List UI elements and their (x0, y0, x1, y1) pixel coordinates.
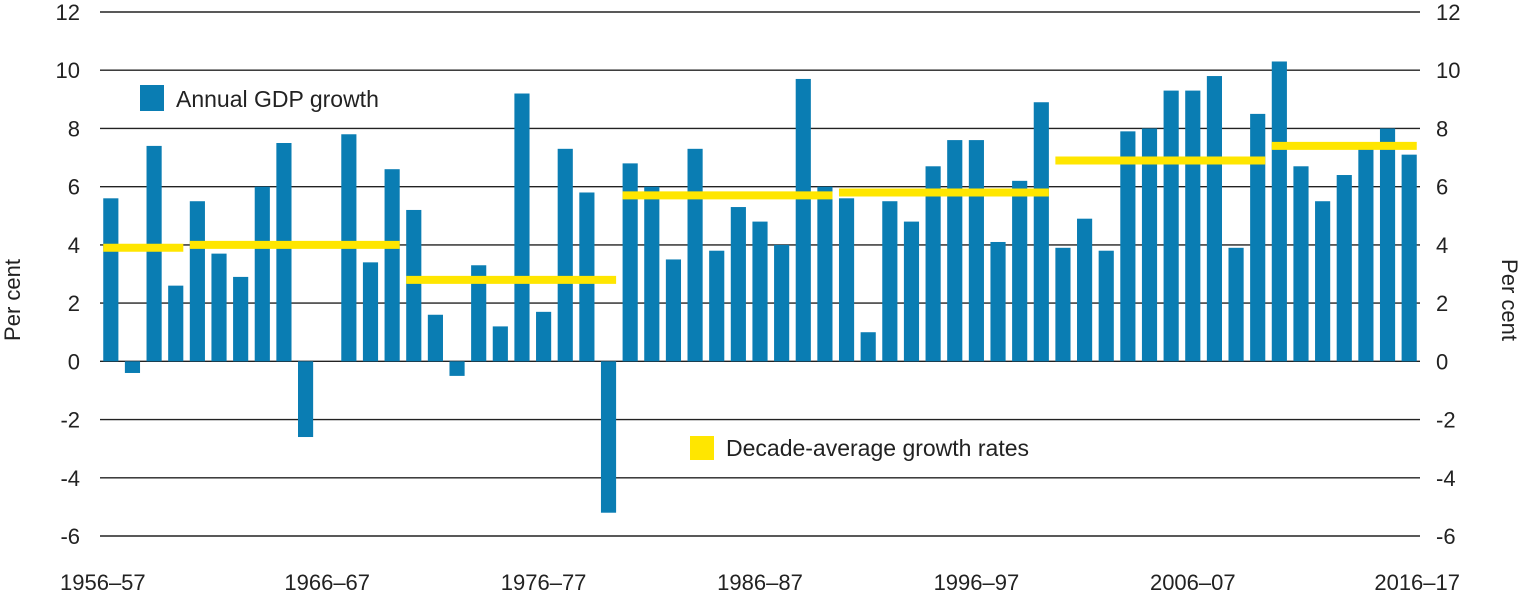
y-tick-label-left: 6 (68, 175, 80, 200)
bar-1995 (947, 140, 963, 362)
x-tick-label: 1986–87 (717, 570, 803, 595)
y-tick-label-left: -2 (60, 408, 80, 433)
legend-label-bars: Annual GDP growth (176, 86, 379, 112)
y-axis-right: -6 -4 -2 0 2 4 6 8 10 12 (1436, 0, 1460, 549)
bar-1994 (925, 166, 941, 362)
bar-2008 (1228, 247, 1244, 362)
bar-1988 (795, 78, 811, 362)
bar-1964 (276, 143, 292, 362)
x-tick-label: 1956–57 (60, 570, 146, 595)
bar-1998 (1012, 180, 1028, 362)
bar-1996 (968, 140, 984, 362)
y-axis-title-right: Per cent (1497, 259, 1522, 341)
bar-2012 (1315, 201, 1331, 362)
y-tick-label-right: -6 (1436, 524, 1456, 549)
bar-1972 (449, 361, 465, 376)
bar-2000 (1055, 247, 1071, 362)
x-tick-label: 2016–17 (1374, 570, 1460, 595)
y-tick-label-right: 4 (1436, 233, 1448, 258)
x-axis: 1956–57 1966–67 1976–77 1986–87 1996–97 2006–… (60, 570, 1460, 595)
y-tick-label-right: 8 (1436, 116, 1448, 141)
bar-1985 (730, 207, 746, 362)
y-tick-label-right: -4 (1436, 466, 1456, 491)
y-tick-label-left: 4 (68, 233, 80, 258)
bar-1984 (709, 250, 725, 362)
bar-1991 (860, 332, 876, 362)
bar-1974 (492, 326, 508, 362)
y-tick-label-right: 12 (1436, 0, 1460, 25)
x-tick-label: 2006–07 (1150, 570, 1236, 595)
bar-1968 (362, 262, 379, 362)
bar-2016 (1401, 154, 1417, 362)
bar-2001 (1077, 218, 1093, 362)
y-tick-label-left: -4 (60, 466, 80, 491)
bar-2010 (1271, 61, 1287, 362)
bar-1999 (1033, 102, 1049, 362)
bar-2006 (1185, 90, 1201, 362)
bar-1956 (103, 198, 119, 362)
x-tick-label: 1996–97 (934, 570, 1020, 595)
legend-decade-average: Decade-average growth rates (690, 435, 1029, 461)
legend-swatch-averages (690, 436, 714, 460)
bar-1977 (557, 148, 573, 362)
bar-2002 (1098, 250, 1114, 362)
y-tick-label-right: 2 (1436, 291, 1448, 316)
decade-average-lines (103, 141, 1417, 284)
bar-1992 (882, 201, 898, 362)
bar-1962 (233, 276, 249, 362)
bar-2015 (1379, 128, 1396, 362)
bar-1980 (622, 163, 638, 362)
bar-1958 (146, 145, 162, 362)
bar-2004 (1141, 128, 1158, 362)
y-tick-label-left: 10 (56, 58, 80, 83)
legend-swatch-bars (140, 85, 164, 111)
y-tick-label-left: -6 (60, 524, 80, 549)
y-axis-title-left: Per cent (0, 259, 25, 341)
bar-2003 (1120, 131, 1136, 362)
y-tick-label-right: -2 (1436, 408, 1456, 433)
legend-label-averages: Decade-average growth rates (726, 435, 1029, 461)
x-tick-label: 1966–67 (284, 570, 370, 595)
x-tick-label: 1976–77 (501, 570, 587, 595)
bar-1961 (211, 253, 227, 362)
bar-1965 (298, 361, 314, 438)
bar-2014 (1358, 143, 1374, 362)
bar-2005 (1163, 90, 1179, 362)
bar-1989 (817, 186, 833, 362)
bar-1986 (752, 221, 768, 362)
bar-1971 (427, 314, 443, 362)
bar-1981 (644, 186, 660, 362)
legend-annual-gdp: Annual GDP growth (140, 85, 379, 112)
bar-1987 (774, 244, 790, 362)
bar-1970 (406, 209, 422, 362)
bar-1957 (124, 361, 141, 373)
bar-1990 (838, 198, 855, 362)
bar-2013 (1336, 175, 1352, 362)
bar-1969 (384, 169, 400, 362)
y-tick-label-left: 12 (56, 0, 80, 25)
bar-2009 (1250, 113, 1266, 362)
bar-2007 (1206, 76, 1222, 362)
bar-2011 (1293, 166, 1309, 362)
bar-1975 (514, 93, 530, 362)
bar-1960 (189, 201, 205, 362)
y-axis-left: -6 -4 -2 0 2 4 6 8 10 12 (56, 0, 80, 549)
bar-1959 (168, 285, 184, 362)
bar-1973 (471, 265, 487, 362)
y-tick-label-left: 8 (68, 116, 80, 141)
y-tick-label-right: 6 (1436, 175, 1448, 200)
bar-1982 (665, 259, 682, 362)
y-tick-label-left: 2 (68, 291, 80, 316)
bar-1979 (600, 361, 617, 513)
bar-1963 (254, 186, 270, 362)
y-tick-label-right: 0 (1436, 349, 1448, 374)
y-tick-label-right: 10 (1436, 58, 1460, 83)
bar-1983 (687, 148, 703, 362)
bar-1976 (536, 311, 552, 362)
bar-1993 (903, 221, 920, 362)
bar-1997 (990, 241, 1006, 362)
y-tick-label-left: 0 (68, 349, 80, 374)
